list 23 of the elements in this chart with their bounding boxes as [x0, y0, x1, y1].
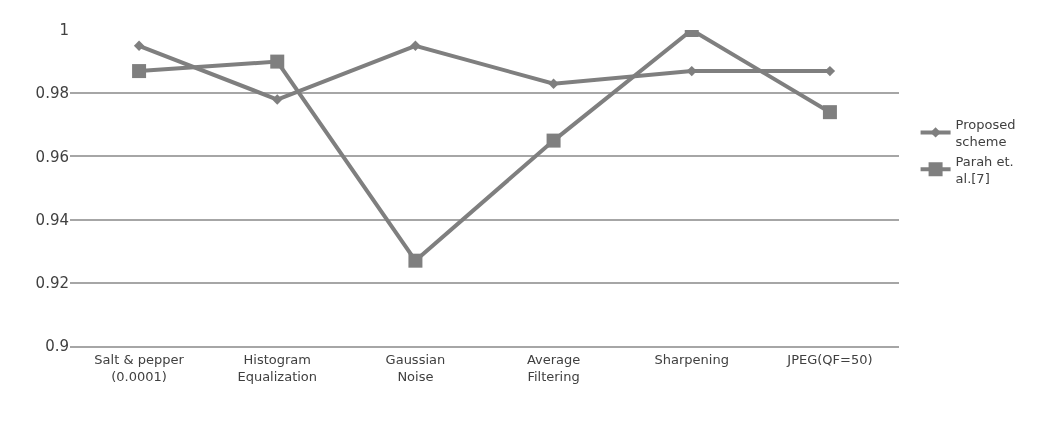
x-tick-label: Salt & pepper (0.0001): [94, 351, 185, 384]
point: [272, 94, 283, 105]
y-tick-label: 0.92: [35, 274, 69, 293]
point: [270, 54, 285, 69]
point: [546, 133, 561, 148]
point: [548, 78, 559, 89]
y-tick-label: 0.96: [35, 147, 69, 166]
point: [133, 40, 145, 51]
point: [408, 253, 423, 268]
legend-label: Proposed scheme: [955, 117, 1016, 149]
y-tick-label: 1: [59, 21, 69, 40]
x-tick-label: Histogram Equalization: [237, 351, 318, 384]
x-tick-label: JPEG(QF=50): [786, 351, 873, 367]
y-tick-label: 0.98: [35, 84, 69, 103]
legend-label: Parah et. al.[7]: [955, 153, 1014, 186]
y-tick-label: 0.94: [35, 210, 69, 229]
point: [822, 105, 837, 120]
point: [410, 40, 421, 51]
x-tick-label: Sharpening: [654, 351, 729, 367]
point: [132, 64, 147, 79]
x-tick-label: Gaussian Noise: [385, 351, 446, 384]
x-tick-label: Average Filtering: [526, 351, 581, 384]
y-tick-label: 0.9: [45, 337, 69, 356]
